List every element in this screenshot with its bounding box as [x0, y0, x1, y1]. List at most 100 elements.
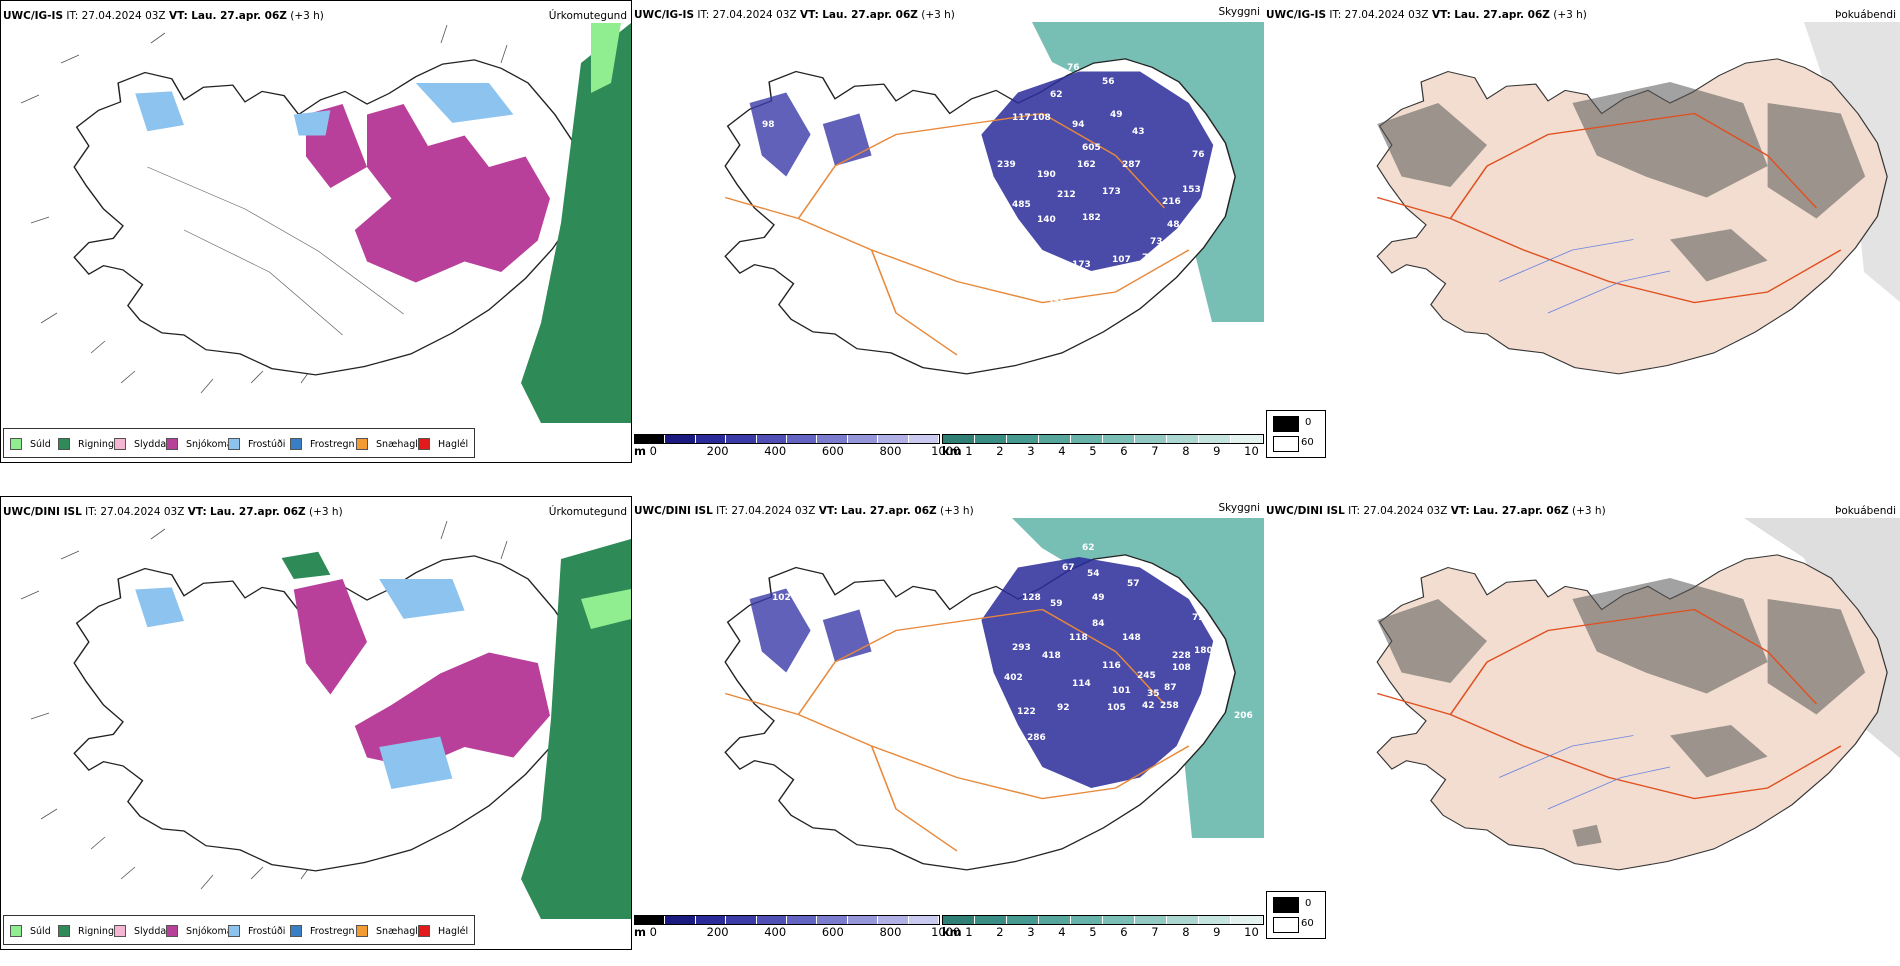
- cloud-label: 73: [1150, 237, 1163, 247]
- cloud-label: 54: [1087, 569, 1100, 579]
- fog-map: [1376, 22, 1900, 375]
- cloud-base-colorbar: m 0 200 400 600 800 1000: [634, 909, 960, 939]
- tick: 2: [996, 444, 1004, 458]
- tick: 5: [1089, 925, 1097, 939]
- visibility-offshore: [1032, 22, 1264, 322]
- rain-offshore: [521, 23, 631, 423]
- cloud-label: 212: [1057, 190, 1076, 200]
- precip-map: [20, 520, 631, 919]
- row-top: UWC/IG-IS IT: 27.04.2024 03Z VT: Lau. 27…: [0, 0, 1900, 470]
- cloud-label: 101: [1112, 686, 1131, 696]
- cloud-label: 182: [1082, 213, 1101, 223]
- cloud-label: 84: [722, 93, 735, 103]
- cloud-base-colorbar: m 0 200 400 600 800 1000: [634, 428, 960, 458]
- cloud-label: 75: [1192, 613, 1205, 623]
- cloud-label: 82: [722, 569, 735, 579]
- tick: 3: [1027, 444, 1035, 458]
- cloud-label: 162: [1077, 160, 1096, 170]
- cloud-label: 180: [1194, 646, 1213, 656]
- it-value: 27.04.2024 03Z: [81, 10, 166, 22]
- cloud-map: 76 56 62 49 84 98 54 117 108 94 43 76 60…: [722, 22, 1264, 375]
- panel-title: Skyggni: [1218, 6, 1261, 18]
- tick: 4: [1058, 925, 1066, 939]
- snowfall-area: [293, 579, 550, 768]
- visibility-colorbar: km 1 2 3 4 5 6 7 8 9 10: [942, 428, 1264, 458]
- cloud-label: 107: [1112, 255, 1131, 265]
- cloud-label: 87: [937, 573, 950, 583]
- visibility-bar-fill: [942, 915, 1264, 925]
- fog-panel: UWC/IG-IS IT: 27.04.2024 03Z VT: Lau. 27…: [1264, 0, 1900, 470]
- cloud-label: 102: [772, 593, 791, 603]
- cloud-base-area: [981, 557, 1214, 788]
- visibility-bar-fill: [942, 434, 1264, 444]
- tick: 9: [1213, 925, 1221, 939]
- tick: 600: [821, 444, 844, 458]
- drizzle-offshore: [581, 589, 631, 629]
- fog-dark-areas: [1377, 82, 1866, 282]
- cloud-label: 206: [1234, 711, 1253, 721]
- model-name: UWC/DINI ISL: [1266, 505, 1345, 517]
- legend-item-suld: Súld: [10, 438, 51, 450]
- vt-value: Lau. 27.apr. 06Z: [210, 506, 306, 518]
- panel-title: Úrkomutegund: [548, 506, 627, 518]
- cloud-label: 68: [922, 165, 935, 175]
- cloud-visibility-panel: UWC/IG-IS IT: 27.04.2024 03Z VT: Lau. 27…: [632, 0, 1264, 470]
- vt-label: VT:: [1450, 505, 1470, 517]
- cloud-label: 43: [1132, 127, 1145, 137]
- tick: 8: [1182, 925, 1190, 939]
- cloud-label: 555: [1047, 297, 1066, 307]
- legend-item-frostudi: Frostúði: [228, 925, 285, 937]
- cloud-label: 126: [894, 243, 913, 253]
- tick: 10: [1244, 444, 1259, 458]
- visibility-colorbar: km 1 2 3 4 5 6 7 8 9 10: [942, 909, 1264, 939]
- cloud-label: 88: [962, 185, 975, 195]
- cloud-label: 48: [1167, 220, 1180, 230]
- panel-title: Þokuábendi: [1835, 9, 1896, 21]
- it-label: IT:: [1348, 505, 1361, 517]
- tick: 7: [1151, 925, 1159, 939]
- cloud-label: 148: [1122, 633, 1141, 643]
- cloud-label: 108: [1032, 113, 1051, 123]
- lead-time: (+3 h): [290, 10, 324, 22]
- cloud-label: 133: [1017, 263, 1036, 273]
- legend-item-rigning: Rigning: [58, 925, 114, 937]
- fog-legend-low: 0: [1305, 417, 1312, 428]
- rivers: [1498, 239, 1671, 314]
- it-label: IT:: [66, 10, 79, 22]
- tick: 10: [1244, 925, 1259, 939]
- it-value: 27.04.2024 03Z: [1363, 505, 1448, 517]
- cloud-label: 42: [1142, 701, 1155, 711]
- cloud-label: 245: [1137, 671, 1156, 681]
- cloud-base-ticks: m 0 200 400 600 800 1000: [634, 925, 960, 939]
- drizzle-offshore: [591, 23, 621, 93]
- model-name: UWC/DINI ISL: [3, 506, 82, 518]
- road-network: [724, 112, 1190, 356]
- cloud-base-unit: m: [634, 444, 646, 458]
- vt-label: VT:: [799, 9, 819, 21]
- cloud-label: 122: [1017, 707, 1036, 717]
- tick: 8: [1182, 444, 1190, 458]
- cloud-label: 49: [1092, 593, 1105, 603]
- cloud-label: 166: [977, 701, 996, 711]
- cloud-label: 92: [1057, 703, 1070, 713]
- cloud-label: 62: [1082, 543, 1095, 553]
- vt-value: Lau. 27.apr. 06Z: [841, 505, 937, 517]
- tick: 1: [965, 925, 973, 939]
- cloud-label: 35: [1147, 689, 1160, 699]
- visibility-ticks: km 1 2 3 4 5 6 7 8 9 10: [942, 925, 1259, 939]
- cloud-label: 288: [1184, 225, 1203, 235]
- cloud-label: 57: [1127, 579, 1140, 589]
- tick: 3: [1027, 925, 1035, 939]
- drizzle-area: [135, 579, 465, 789]
- legend-item-slydda: Slydda: [114, 925, 166, 937]
- vt-label: VT:: [168, 10, 188, 22]
- cloud-visibility-panel: UWC/DINI ISL IT: 27.04.2024 03Z VT: Lau.…: [632, 496, 1264, 966]
- cloud-label: 485: [1012, 200, 1031, 210]
- fog-legend-light: [1273, 436, 1299, 452]
- it-value: 27.04.2024 03Z: [100, 506, 185, 518]
- fog-legend-light: [1273, 917, 1299, 933]
- cloud-number-labels: 76 56 62 49 84 98 54 117 108 94 43 76 60…: [722, 63, 1205, 307]
- cloud-label: 286: [1027, 733, 1046, 743]
- cloud-label: 239: [997, 160, 1016, 170]
- cloud-label: 56: [1102, 77, 1115, 87]
